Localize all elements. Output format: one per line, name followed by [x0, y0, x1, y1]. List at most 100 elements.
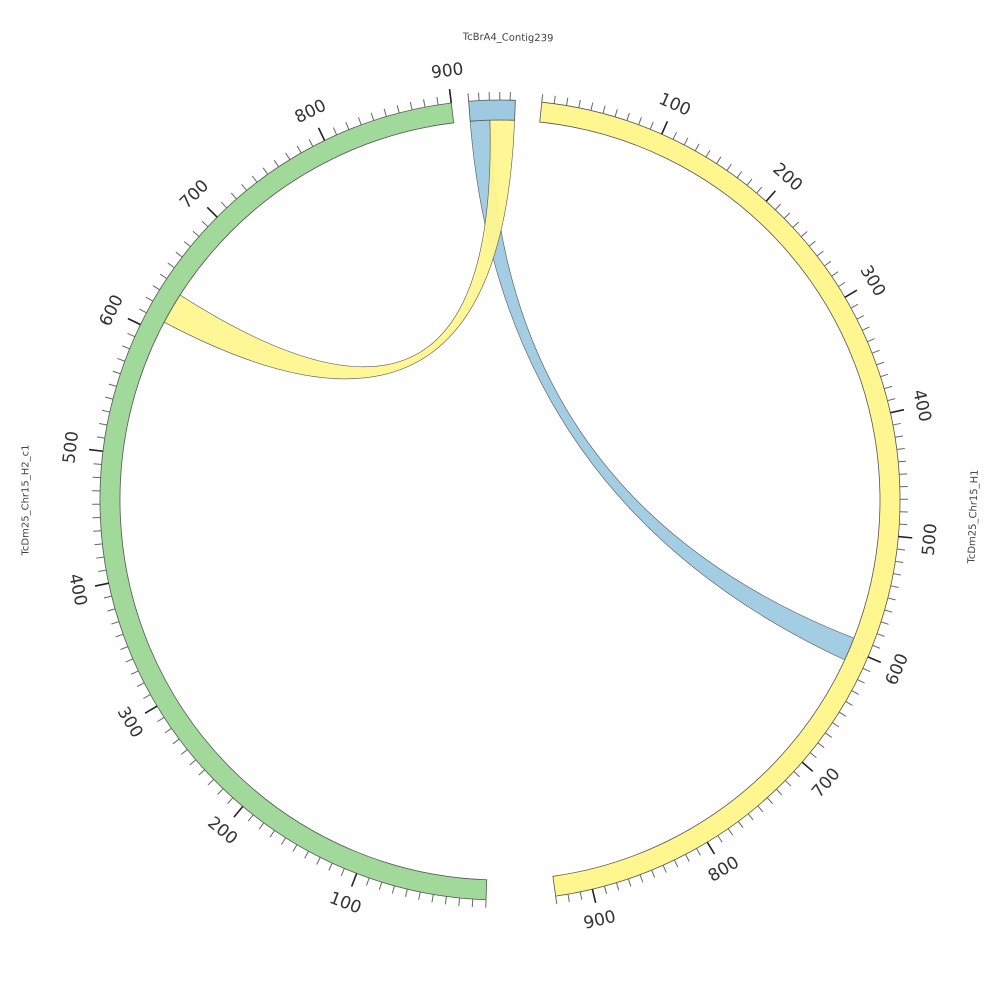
minor-tick [638, 117, 642, 125]
minor-tick [737, 821, 744, 829]
minor-tick [747, 813, 754, 821]
minor-tick [308, 139, 314, 147]
minor-tick [838, 711, 847, 717]
minor-tick [590, 102, 594, 111]
minor-tick [207, 779, 215, 786]
minor-tick [396, 105, 400, 114]
minor-tick [683, 137, 689, 146]
major-tick [660, 121, 669, 135]
minor-tick [458, 897, 461, 906]
minor-tick [774, 203, 782, 211]
segment-name-h2: TcDm25_Chr15_H2_c1 [21, 445, 32, 557]
minor-tick [578, 99, 581, 108]
minor-tick [96, 556, 105, 559]
minor-tick [898, 460, 907, 463]
minor-tick [273, 159, 280, 168]
minor-tick [93, 530, 102, 532]
minor-tick [192, 230, 200, 237]
tick-label: 300 [856, 262, 890, 300]
minor-tick [328, 862, 333, 871]
minor-tick [824, 260, 832, 267]
minor-tick [862, 667, 871, 673]
minor-tick [651, 869, 656, 878]
minor-tick [884, 385, 892, 390]
minor-tick [145, 296, 154, 302]
minor-tick [876, 633, 885, 637]
minor-tick [285, 152, 291, 160]
major-tick [801, 761, 814, 772]
minor-tick [705, 149, 711, 158]
segment-contig [468, 99, 516, 122]
minor-tick [122, 345, 130, 350]
major-tick [706, 841, 716, 855]
minor-tick [892, 422, 901, 426]
minor-tick [391, 885, 395, 894]
segment-name-h1: TcDm25_Chr15_H1 [967, 469, 981, 564]
minor-tick [851, 690, 859, 695]
minor-tick [115, 633, 124, 638]
minor-tick [832, 722, 840, 728]
minor-tick [180, 749, 188, 755]
major-tick [127, 317, 141, 326]
minor-tick [639, 874, 644, 883]
minor-tick [436, 96, 439, 105]
minor-tick [727, 828, 734, 836]
tick-label: 100 [656, 89, 694, 120]
minor-tick [143, 694, 151, 699]
minor-tick [862, 326, 870, 331]
minor-tick [894, 435, 904, 438]
minor-tick [159, 273, 168, 280]
minor-tick [125, 658, 134, 663]
major-tick [448, 88, 453, 104]
minor-tick [893, 573, 902, 576]
major-tick [350, 873, 358, 887]
minor-tick [467, 93, 470, 102]
minor-tick [107, 608, 116, 612]
minor-tick [756, 186, 763, 194]
tick-label: 900 [582, 907, 618, 934]
major-tick [317, 127, 326, 141]
minor-tick [96, 436, 105, 439]
ticks-layer [88, 88, 913, 908]
minor-tick [304, 850, 309, 859]
minor-tick [316, 857, 321, 865]
minor-tick [673, 859, 679, 868]
minor-tick [757, 805, 764, 813]
minor-tick [251, 175, 258, 183]
minor-tick [258, 822, 265, 830]
minor-tick [117, 357, 126, 362]
minor-tick [716, 156, 722, 164]
minor-tick [856, 315, 865, 320]
minor-tick [431, 894, 434, 903]
minor-tick [98, 569, 107, 573]
tick-label: 100 [326, 888, 363, 918]
tick-label: 900 [430, 59, 465, 83]
minor-tick [626, 112, 630, 121]
minor-tick [816, 250, 824, 257]
minor-tick [217, 788, 224, 795]
minor-tick [541, 94, 544, 103]
tick-label: 500 [59, 430, 83, 465]
minor-tick [247, 814, 254, 822]
minor-tick [127, 332, 136, 338]
tick-label: 200 [203, 813, 241, 849]
minor-tick [824, 732, 833, 738]
minor-tick [567, 894, 570, 903]
minor-tick [357, 117, 362, 126]
minor-tick [370, 112, 375, 121]
minor-tick [800, 231, 808, 238]
tick-label: 300 [113, 703, 147, 741]
minor-tick [726, 163, 732, 171]
minor-tick [418, 891, 421, 900]
minor-tick [867, 338, 875, 343]
tick-label: 400 [64, 572, 90, 608]
minor-tick [746, 178, 753, 186]
minor-tick [662, 865, 667, 873]
minor-tick [603, 885, 608, 894]
minor-tick [345, 122, 350, 130]
minor-tick [157, 716, 165, 723]
minor-tick [614, 109, 618, 118]
tick-label: 400 [908, 388, 935, 424]
minor-tick [183, 241, 191, 248]
minor-tick [220, 201, 228, 209]
